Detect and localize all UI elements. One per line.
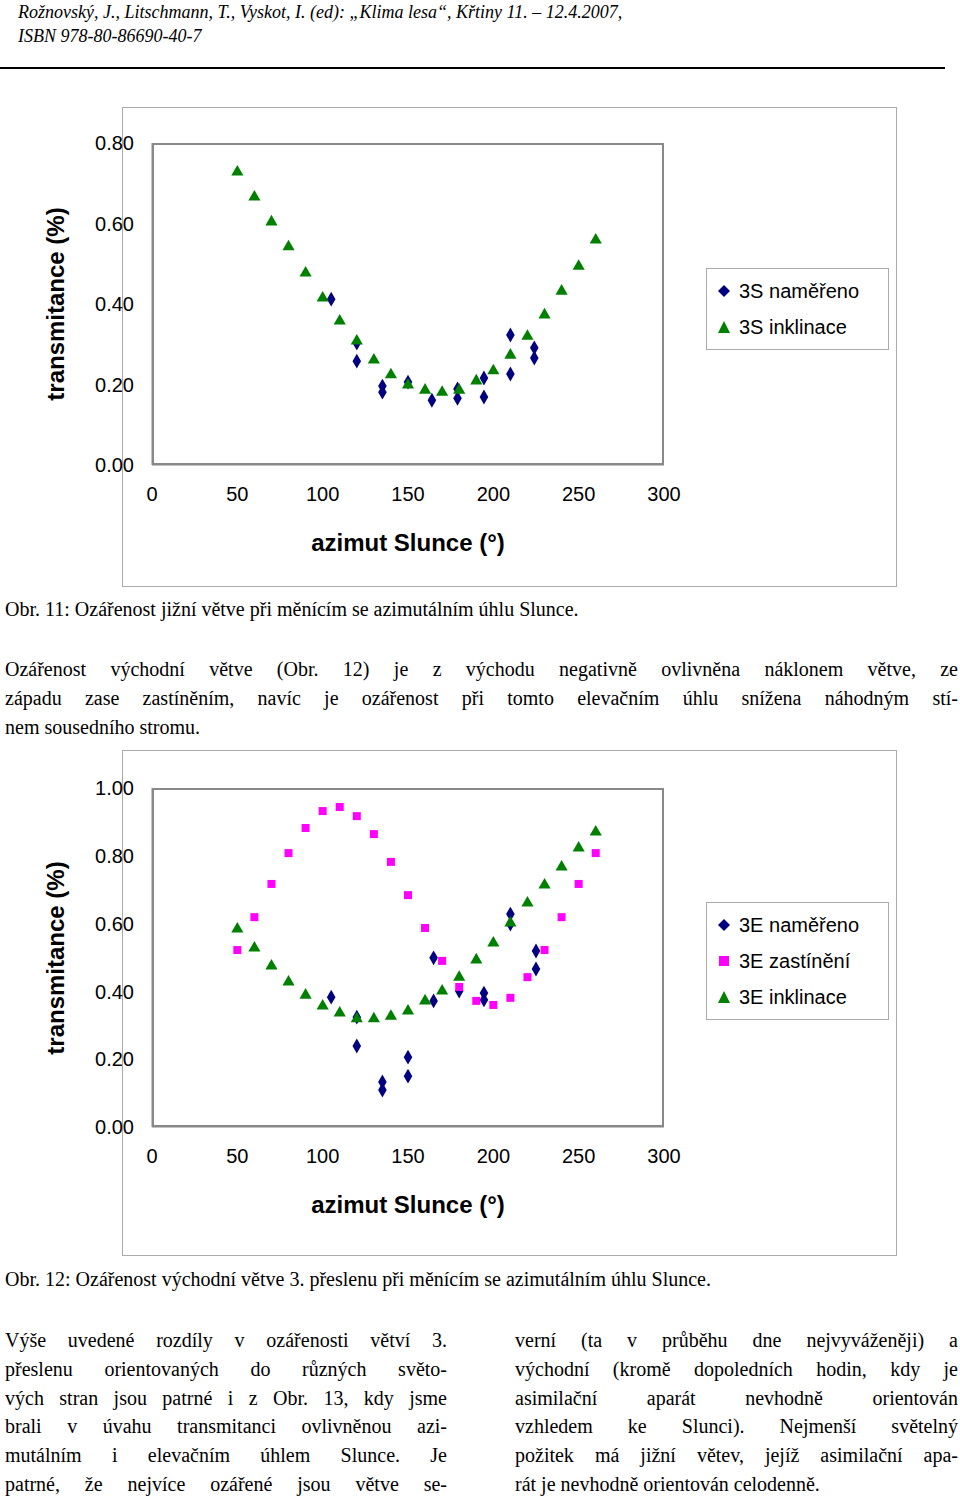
svg-text:0.60: 0.60 xyxy=(95,213,134,235)
svg-text:0: 0 xyxy=(146,483,157,505)
html-text:Rožnovský, J., Litschmann, T.,: Rožnovský, J., Litschmann, T., Vyskot, I… xyxy=(18,2,623,22)
html-text:azimut Slunce (°): azimut Slunce (°) xyxy=(311,1191,505,1218)
svg-text:0.40: 0.40 xyxy=(95,981,134,1003)
svg-text:0.40: 0.40 xyxy=(95,293,134,315)
html-text:3S inklinace: 3S inklinace xyxy=(739,315,847,338)
svg-text:300: 300 xyxy=(647,1145,680,1167)
html-text:brali v úvahu transmitanci ovl: brali v úvahu transmitanci ovlivněnou az… xyxy=(5,1415,447,1438)
html-text:přeslenu orientovaných do různ: přeslenu orientovaných do různých světo- xyxy=(5,1357,447,1380)
svg-text:250: 250 xyxy=(562,1145,595,1167)
svg-text:150: 150 xyxy=(391,483,424,505)
svg-text:300: 300 xyxy=(647,483,680,505)
html-text:požitek má jižní větev, jejíž: požitek má jižní větev, jejíž asimilační… xyxy=(515,1444,958,1467)
svg-text:100: 100 xyxy=(306,1145,339,1167)
svg-text:200: 200 xyxy=(477,483,510,505)
html-text:Výše uvedené rozdíly v ozářeno: Výše uvedené rozdíly v ozářenosti větví … xyxy=(5,1329,447,1351)
html-text:patrné, že nejvíce ozářené jso: patrné, že nejvíce ozářené jsou větve se… xyxy=(5,1473,447,1495)
html-text:vých stran jsou patrné i z Obr: vých stran jsou patrné i z Obr. 13, kdy … xyxy=(5,1386,447,1409)
svg-text:0.20: 0.20 xyxy=(95,1048,134,1070)
html-text:transmitance (%): transmitance (%) xyxy=(42,207,69,401)
html-text:nem sousedního stromu.: nem sousedního stromu. xyxy=(5,716,200,738)
html-text:ISBN 978-80-86690-40-7: ISBN 978-80-86690-40-7 xyxy=(18,26,202,46)
html-text:azimut Slunce (°): azimut Slunce (°) xyxy=(311,529,505,556)
svg-text:50: 50 xyxy=(226,483,248,505)
html-text:Ozářenost východní větve (Obr.: Ozářenost východní větve (Obr. 12) je z … xyxy=(5,658,958,680)
html-text:3E zastínění: 3E zastínění xyxy=(739,949,851,972)
svg-text:0.20: 0.20 xyxy=(95,374,134,396)
svg-text:200: 200 xyxy=(477,1145,510,1167)
svg-text:1.00: 1.00 xyxy=(95,777,134,799)
html-text:východní (kromě dopoledních ho: východní (kromě dopoledních hodin, kdy j… xyxy=(515,1357,958,1380)
svg-text:0.60: 0.60 xyxy=(95,913,134,935)
svg-text:100: 100 xyxy=(306,483,339,505)
svg-text:50: 50 xyxy=(226,1145,248,1167)
html-text:mutálním i elevačním úhlem Slu: mutálním i elevačním úhlem Slunce. Je xyxy=(5,1444,447,1467)
html-text:verní (ta v průběhu dne nejvyv: verní (ta v průběhu dne nejvyváženěji) a xyxy=(515,1329,958,1351)
html-text:Obr. 12: Ozářenost východní vě: Obr. 12: Ozářenost východní větve 3. pře… xyxy=(5,1268,711,1290)
html-text:západu zase zastíněním, navíc: západu zase zastíněním, navíc je ozářeno… xyxy=(5,687,958,709)
svg-text:0.80: 0.80 xyxy=(95,845,134,867)
html-text:transmitance (%): transmitance (%) xyxy=(42,860,69,1055)
svg-text:0.80: 0.80 xyxy=(95,132,134,154)
svg-text:150: 150 xyxy=(391,1145,424,1167)
html-text:3E naměřeno: 3E naměřeno xyxy=(739,913,860,936)
html-text:vzhledem ke Slunci). Nejmenší: vzhledem ke Slunci). Nejmenší světelný xyxy=(515,1415,958,1438)
html-text:3E inklinace: 3E inklinace xyxy=(739,985,847,1008)
svg-text:0.00: 0.00 xyxy=(95,1116,134,1138)
html-text:rát je nevhodně orientován cel: rát je nevhodně orientován celodenně. xyxy=(515,1473,820,1495)
html-text:asimilační aparát nevhodně ori: asimilační aparát nevhodně orientován xyxy=(515,1386,958,1409)
svg-text:0.00: 0.00 xyxy=(95,454,134,476)
html-text:Obr. 11: Ozářenost jižní větve: Obr. 11: Ozářenost jižní větve při měníc… xyxy=(5,598,579,620)
html-text:3S naměřeno: 3S naměřeno xyxy=(739,279,860,302)
svg-text:250: 250 xyxy=(562,483,595,505)
svg-text:0: 0 xyxy=(146,1145,157,1167)
